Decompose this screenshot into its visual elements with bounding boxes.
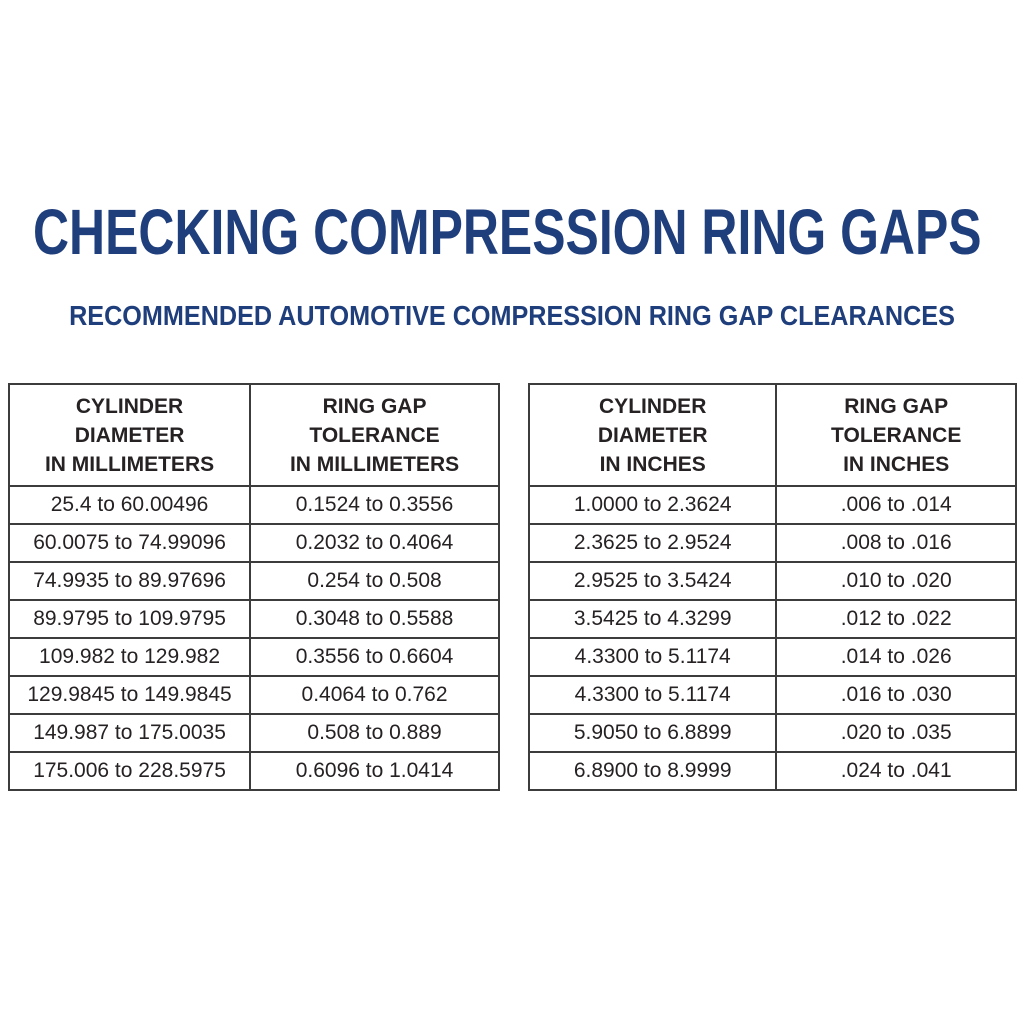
table-row: 5.9050 to 6.8899.020 to .035	[527, 713, 1017, 753]
table-cell: 89.9795 to 109.9795	[7, 599, 252, 639]
table-row: 6.8900 to 8.9999.024 to .041	[527, 751, 1017, 791]
header-line: IN MILLIMETERS	[289, 452, 460, 476]
table-cell: 2.9525 to 3.5424	[527, 561, 778, 601]
header-line: CYLINDER	[599, 394, 707, 418]
table-row: 74.9935 to 89.97696 0.254 to 0.508	[7, 561, 500, 601]
table-header-cell-col2: RING GAP TOLERANCE IN MILLIMETERS	[249, 383, 500, 487]
table-cell: 175.006 to 228.5975	[7, 751, 252, 791]
table-cell: 3.5425 to 4.3299	[527, 599, 778, 639]
table-cell: 0.6096 to 1.0414	[249, 751, 500, 791]
table-cell: 0.1524 to 0.3556	[249, 485, 500, 525]
table-row: 25.4 to 60.00496 0.1524 to 0.3556	[7, 485, 500, 525]
table-cell: 1.0000 to 2.3624	[527, 485, 778, 525]
table-row: 149.987 to 175.0035 0.508 to 0.889	[7, 713, 500, 753]
header-line: IN INCHES	[843, 452, 950, 476]
table-cell: 129.9845 to 149.9845	[7, 675, 252, 715]
table-cell: 0.508 to 0.889	[249, 713, 500, 753]
table-cell: 0.4064 to 0.762	[249, 675, 500, 715]
table-header-row: CYLINDER DIAMETER IN INCHES RING GAP TOLERAN…	[527, 383, 1017, 487]
table-cell: 149.987 to 175.0035	[7, 713, 252, 753]
table-cell: 4.3300 to 5.1174	[527, 675, 778, 715]
header-line: TOLERANCE	[831, 423, 962, 447]
table-row: 4.3300 to 5.1174.014 to .026	[527, 637, 1017, 677]
table-cell: 0.3048 to 0.5588	[249, 599, 500, 639]
table-cell: .012 to .022	[775, 599, 1017, 639]
header-line: RING GAP	[844, 394, 949, 418]
header-line: DIAMETER	[74, 423, 185, 447]
table-cell: .020 to .035	[775, 713, 1017, 753]
table-cell: .024 to .041	[775, 751, 1017, 791]
header-line: RING GAP	[322, 394, 427, 418]
page-subtitle: RECOMMENDED AUTOMOTIVE COMPRESSION RING …	[69, 300, 955, 331]
table-cell: 4.3300 to 5.1174	[527, 637, 778, 677]
table-header-cell-col1: CYLINDER DIAMETER IN MILLIMETERS	[7, 383, 252, 487]
ring-gap-table-millimeters: CYLINDER DIAMETER IN MILLIMETERS RING GAP TO…	[7, 383, 500, 791]
table-cell: 60.0075 to 74.99096	[7, 523, 252, 563]
table-row: 2.3625 to 2.9524.008 to .016	[527, 523, 1017, 563]
table-cell: .016 to .030	[775, 675, 1017, 715]
ring-gap-table-inches: CYLINDER DIAMETER IN INCHES RING GAP TOLERAN…	[527, 383, 1017, 791]
table-row: 175.006 to 228.5975 0.6096 to 1.0414	[7, 751, 500, 791]
table-row: 129.9845 to 149.9845 0.4064 to 0.762	[7, 675, 500, 715]
table-cell: 0.2032 to 0.4064	[249, 523, 500, 563]
header-line: IN MILLIMETERS	[44, 452, 215, 476]
table-row: 109.982 to 129.982 0.3556 to 0.6604	[7, 637, 500, 677]
table-cell: .010 to .020	[775, 561, 1017, 601]
table-cell: 5.9050 to 6.8899	[527, 713, 778, 753]
header-line: CYLINDER	[75, 394, 184, 418]
table-cell: 0.254 to 0.508	[249, 561, 500, 601]
page-title: CHECKING COMPRESSION RING GAPS	[33, 196, 982, 268]
header-line: TOLERANCE	[309, 423, 440, 447]
table-cell: 2.3625 to 2.9524	[527, 523, 778, 563]
table-header-cell-col2: RING GAP TOLERANCE IN INCHES	[775, 383, 1017, 487]
header-line: IN INCHES	[599, 452, 706, 476]
table-row: 60.0075 to 74.99096 0.2032 to 0.4064	[7, 523, 500, 563]
table-header-row: CYLINDER DIAMETER IN MILLIMETERS RING GAP TO…	[7, 383, 500, 487]
table-cell: .014 to .026	[775, 637, 1017, 677]
table-row: 3.5425 to 4.3299.012 to .022	[527, 599, 1017, 639]
table-cell: 25.4 to 60.00496	[7, 485, 252, 525]
table-row: 4.3300 to 5.1174.016 to .030	[527, 675, 1017, 715]
table-row: 89.9795 to 109.9795 0.3048 to 0.5588	[7, 599, 500, 639]
table-cell: 0.3556 to 0.6604	[249, 637, 500, 677]
header-line: DIAMETER	[597, 423, 708, 447]
table-row: 1.0000 to 2.3624.006 to .014	[527, 485, 1017, 525]
table-cell: 74.9935 to 89.97696	[7, 561, 252, 601]
table-cell: .008 to .016	[775, 523, 1017, 563]
table-cell: .006 to .014	[775, 485, 1017, 525]
table-row: 2.9525 to 3.5424.010 to .020	[527, 561, 1017, 601]
table-cell: 109.982 to 129.982	[7, 637, 252, 677]
table-cell: 6.8900 to 8.9999	[527, 751, 778, 791]
table-header-cell-col1: CYLINDER DIAMETER IN INCHES	[527, 383, 778, 487]
